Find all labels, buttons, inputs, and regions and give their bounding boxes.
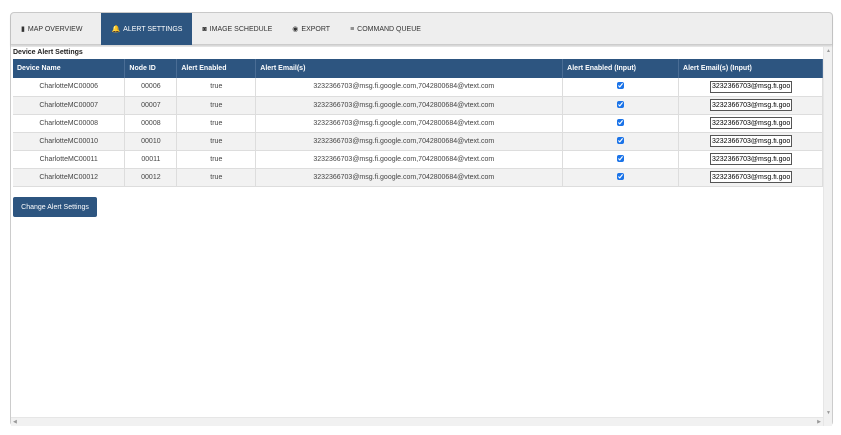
- alert-emails-input[interactable]: [710, 135, 792, 147]
- horizontal-scrollbar[interactable]: ◀ ▶: [11, 417, 823, 426]
- change-alert-settings-button[interactable]: Change Alert Settings: [13, 197, 97, 217]
- tab-map-overview[interactable]: ▮ Map Overview: [11, 13, 92, 45]
- alert-emails: 3232366703@msg.fi.google.com,7042800684@…: [255, 132, 564, 151]
- eye-icon: ◉: [292, 26, 299, 33]
- alert-enabled-input-cell: [562, 114, 680, 133]
- image-icon: ◙: [202, 25, 207, 33]
- alert-enabled: true: [176, 114, 257, 133]
- alert-emails: 3232366703@msg.fi.google.com,7042800684@…: [255, 96, 564, 115]
- alert-enabled-checkbox[interactable]: [617, 100, 625, 108]
- table-row: CharlotteMC00006 00006 true 3232366703@m…: [13, 78, 823, 97]
- alert-emails-input-cell: [678, 114, 823, 133]
- table-row: CharlotteMC00010 00010 true 3232366703@m…: [13, 132, 823, 151]
- table-row: CharlotteMC00007 00007 true 3232366703@m…: [13, 96, 823, 115]
- alert-emails-input[interactable]: [710, 153, 792, 165]
- alert-enabled-input-cell: [562, 96, 680, 115]
- alert-emails: 3232366703@msg.fi.google.com,7042800684@…: [255, 78, 564, 97]
- alert-emails-input[interactable]: [710, 117, 792, 129]
- alert-emails-input[interactable]: [710, 80, 792, 93]
- vertical-scrollbar[interactable]: ▲ ▼: [823, 47, 832, 426]
- alert-enabled-checkbox[interactable]: [617, 172, 625, 180]
- column-header: Device Name: [13, 59, 126, 78]
- device-name: CharlotteMC00008: [13, 114, 126, 133]
- alert-enabled-input-cell: [562, 78, 680, 97]
- column-header: Alert Email(s) (Input): [678, 59, 823, 78]
- table-row: CharlotteMC00011 00011 true 3232366703@m…: [13, 150, 823, 169]
- alert-enabled: true: [176, 132, 257, 151]
- table-row: CharlotteMC00008 00008 true 3232366703@m…: [13, 114, 823, 133]
- node-id: 00006: [124, 78, 178, 97]
- alert-enabled-checkbox[interactable]: [617, 136, 625, 144]
- tab-label: Alert Settings: [123, 25, 183, 33]
- alert-emails-input-cell: [678, 96, 823, 115]
- section-title: Device Alert Settings: [13, 49, 83, 56]
- column-header: Alert Enabled: [176, 59, 257, 78]
- map-icon: ▮: [21, 26, 25, 33]
- node-id: 00012: [124, 168, 178, 187]
- alert-enabled-input-cell: [562, 168, 680, 187]
- tab-image-schedule[interactable]: ◙ Image Schedule: [192, 13, 282, 45]
- column-header: Alert Email(s): [255, 59, 564, 78]
- alert-enabled-checkbox[interactable]: [617, 82, 625, 90]
- alert-enabled: true: [176, 78, 257, 97]
- alert-emails-input-cell: [678, 168, 823, 187]
- tab-alert-settings[interactable]: 🔔 Alert Settings: [101, 13, 193, 45]
- alert-emails: 3232366703@msg.fi.google.com,7042800684@…: [255, 114, 564, 133]
- alert-settings-table: Device Name Node ID Alert Enabled Alert Ema…: [13, 59, 823, 187]
- column-header: Alert Enabled (Input): [562, 59, 680, 78]
- node-id: 00007: [124, 96, 178, 115]
- alert-enabled-checkbox[interactable]: [617, 118, 625, 126]
- node-id: 00011: [124, 150, 178, 169]
- alert-enabled: true: [176, 96, 257, 115]
- alert-enabled-checkbox[interactable]: [617, 154, 625, 162]
- device-name: CharlotteMC00011: [13, 150, 126, 169]
- content-panel: Device Alert Settings Device Name Node ID…: [11, 47, 832, 426]
- tab-label: Image Schedule: [209, 25, 273, 33]
- column-header: Node ID: [124, 59, 178, 78]
- bell-icon: 🔔: [111, 26, 121, 33]
- alert-emails-input-cell: [678, 150, 823, 169]
- nav-bar: ▮ Map Overview 🔔 Alert Settings ◙ Image Sched…: [11, 13, 832, 45]
- alert-emails-input-cell: [678, 78, 823, 97]
- alert-enabled: true: [176, 168, 257, 187]
- tab-label: Map Overview: [27, 25, 83, 33]
- alert-enabled-input-cell: [562, 132, 680, 151]
- node-id: 00010: [124, 132, 178, 151]
- alert-enabled-input-cell: [562, 150, 680, 169]
- tab-export[interactable]: ◉ Export: [282, 13, 340, 45]
- alert-enabled: true: [176, 150, 257, 169]
- alert-emails: 3232366703@msg.fi.google.com,7042800684@…: [255, 168, 564, 187]
- app-window: ▮ Map Overview 🔔 Alert Settings ◙ Image Sched…: [10, 12, 833, 426]
- alert-emails-input-cell: [678, 132, 823, 151]
- tab-label: Export: [301, 25, 331, 33]
- table-row: CharlotteMC00012 00012 true 3232366703@m…: [13, 168, 823, 187]
- alert-emails-input[interactable]: [710, 171, 792, 183]
- device-name: CharlotteMC00010: [13, 132, 126, 151]
- tab-label: Command Queue: [357, 25, 421, 33]
- alert-emails-input[interactable]: [710, 99, 792, 111]
- alert-emails: 3232366703@msg.fi.google.com,7042800684@…: [255, 150, 564, 169]
- tab-command-queue[interactable]: ≡ Command Queue: [340, 13, 431, 45]
- node-id: 00008: [124, 114, 178, 133]
- device-name: CharlotteMC00006: [13, 78, 126, 97]
- device-name: CharlotteMC00012: [13, 168, 126, 187]
- list-icon: ≡: [350, 25, 355, 33]
- device-name: CharlotteMC00007: [13, 96, 126, 115]
